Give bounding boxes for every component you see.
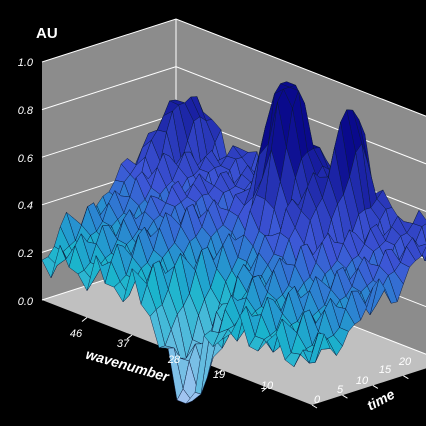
- y-tick-mark: [342, 394, 348, 399]
- y-tick-mark: [403, 375, 409, 380]
- x-tick-label: 10: [261, 380, 274, 392]
- z-tick-label: 0.2: [18, 248, 33, 260]
- y-tick-mark: [311, 404, 318, 409]
- z-tick-label: 0.8: [18, 105, 34, 117]
- x-tick-label: 28: [167, 354, 181, 366]
- x-tick-mark: [126, 334, 133, 340]
- x-tick-mark: [81, 317, 88, 322]
- z-tick-labels: 0.0 0.2 0.4 0.6 0.8 1.0: [18, 57, 34, 308]
- x-tick-mark: [261, 387, 268, 392]
- surface-mesh: [41, 81, 426, 405]
- x-tick-mark: [216, 369, 223, 375]
- x-tick-label: 19: [213, 369, 225, 381]
- z-tick-label: 0.4: [18, 200, 33, 212]
- y-tick-label: 20: [398, 356, 412, 368]
- y-tick-label: 0: [314, 394, 321, 406]
- x-tick-label: 37: [117, 338, 130, 350]
- y-tick-label: 10: [356, 375, 369, 387]
- y-tick-mark: [372, 385, 379, 389]
- y-tick-label: 15: [379, 364, 392, 376]
- surface-facet: [302, 333, 319, 364]
- z-tick-label: 0.0: [18, 296, 34, 308]
- z-tick-label: 1.0: [18, 57, 34, 69]
- y-tick-labels: 0 5 10 15 20: [314, 356, 412, 406]
- z-tick-label: 0.6: [18, 153, 34, 165]
- y-axis-title: time: [364, 386, 397, 414]
- z-axis-title: AU: [36, 25, 58, 42]
- x-tick-label: 46: [70, 328, 83, 340]
- y-tick-label: 5: [337, 384, 344, 396]
- x-axis-title: wavenumber: [84, 346, 172, 385]
- x-tick-labels: 46 37 28 19 10: [70, 328, 274, 392]
